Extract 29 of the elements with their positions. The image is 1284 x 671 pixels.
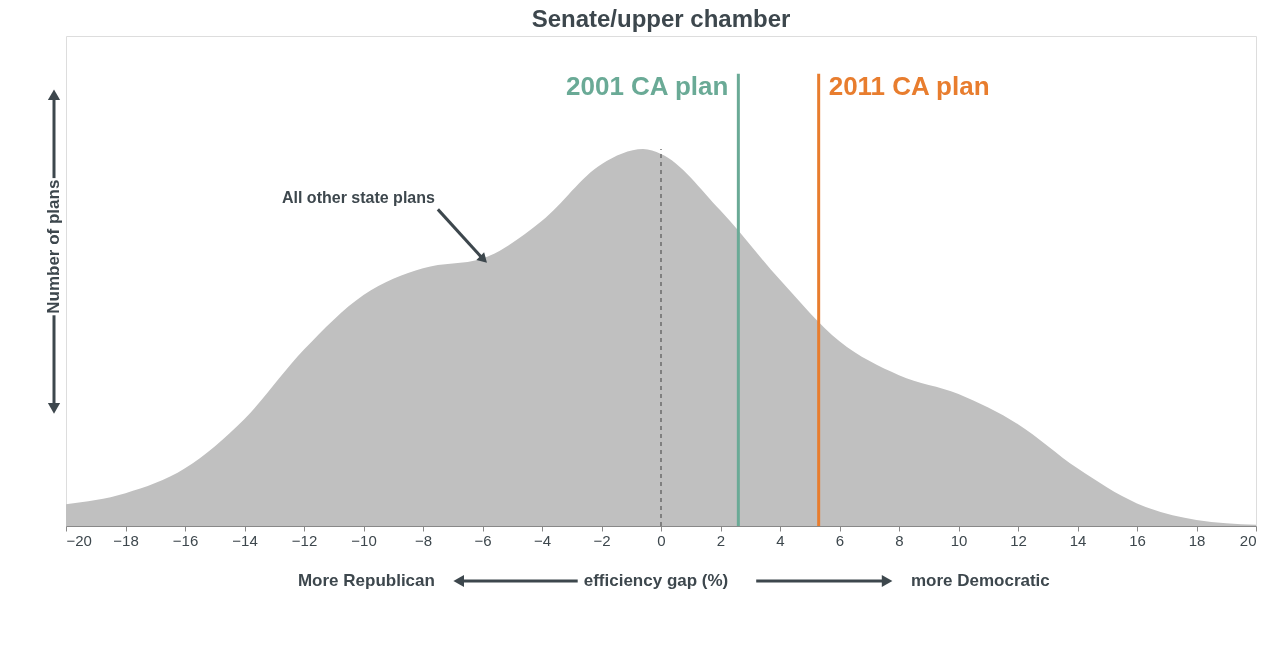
x-tick-label: −16 — [172, 531, 199, 549]
x-tick-label: 8 — [895, 531, 904, 549]
x-tick-label: −12 — [291, 531, 318, 549]
ref-line-label: 2001 CA plan — [566, 70, 729, 101]
y-axis-title: Number of plans — [44, 179, 63, 314]
x-tick-label: 20 — [1239, 531, 1257, 549]
x-tick-label: −2 — [593, 531, 611, 549]
x-tick-label: −10 — [351, 531, 377, 549]
x-axis-title: efficiency gap (%) — [583, 571, 729, 590]
text: more Democratic — [910, 571, 1050, 590]
ref-line-label: 2011 CA plan — [828, 70, 990, 101]
chart-title: Senate/upper chamber — [531, 5, 791, 32]
x-tick-label: 2 — [716, 531, 726, 549]
x-tick-label: −14 — [232, 531, 258, 549]
x-tick-label: 10 — [950, 531, 968, 549]
x-tick-label: −20 — [66, 531, 92, 549]
x-tick-label: −18 — [113, 531, 139, 549]
x-tick-label: −4 — [533, 531, 552, 549]
annotation: All other state plans — [281, 188, 435, 206]
x-tick-label: −8 — [414, 531, 433, 549]
x-tick-label: 18 — [1188, 531, 1206, 549]
text: More Republican — [297, 571, 435, 590]
x-tick-label: −6 — [474, 531, 492, 549]
x-tick-label: 14 — [1069, 531, 1087, 549]
x-tick-label: 6 — [835, 531, 845, 549]
x-tick-label: 16 — [1129, 531, 1146, 549]
x-tick-label: 0 — [657, 531, 666, 549]
x-tick-label: 4 — [776, 531, 785, 549]
x-tick-label: 12 — [1010, 531, 1027, 549]
